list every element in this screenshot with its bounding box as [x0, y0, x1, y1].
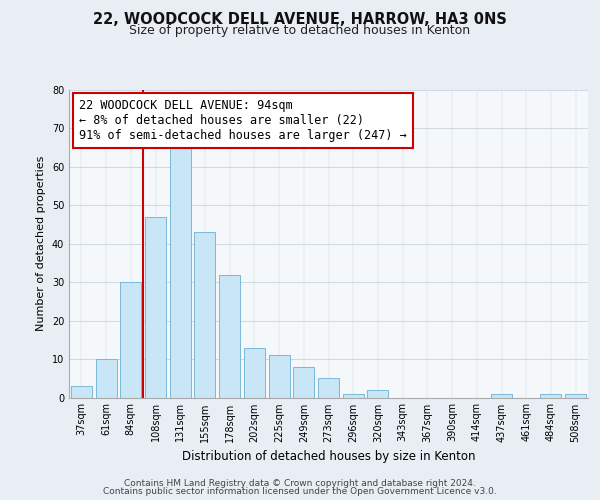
Bar [219, 274, 240, 398]
Bar [244, 348, 265, 398]
Bar [293, 367, 314, 398]
Text: 22 WOODCOCK DELL AVENUE: 94sqm
← 8% of detached houses are smaller (22)
91% of s: 22 WOODCOCK DELL AVENUE: 94sqm ← 8% of d… [79, 99, 407, 142]
Bar [170, 148, 191, 398]
Bar [491, 394, 512, 398]
Bar [145, 217, 166, 398]
Bar [71, 386, 92, 398]
Bar [95, 359, 116, 398]
Bar [367, 390, 388, 398]
Bar [194, 232, 215, 398]
Text: 22, WOODCOCK DELL AVENUE, HARROW, HA3 0NS: 22, WOODCOCK DELL AVENUE, HARROW, HA3 0N… [93, 12, 507, 28]
Bar [343, 394, 364, 398]
Text: Contains HM Land Registry data © Crown copyright and database right 2024.: Contains HM Land Registry data © Crown c… [124, 478, 476, 488]
Bar [541, 394, 562, 398]
Bar [318, 378, 339, 398]
Y-axis label: Number of detached properties: Number of detached properties [36, 156, 46, 332]
Text: Contains public sector information licensed under the Open Government Licence v3: Contains public sector information licen… [103, 487, 497, 496]
Bar [565, 394, 586, 398]
Text: Size of property relative to detached houses in Kenton: Size of property relative to detached ho… [130, 24, 470, 37]
Bar [269, 355, 290, 398]
Bar [120, 282, 141, 398]
X-axis label: Distribution of detached houses by size in Kenton: Distribution of detached houses by size … [182, 450, 475, 463]
